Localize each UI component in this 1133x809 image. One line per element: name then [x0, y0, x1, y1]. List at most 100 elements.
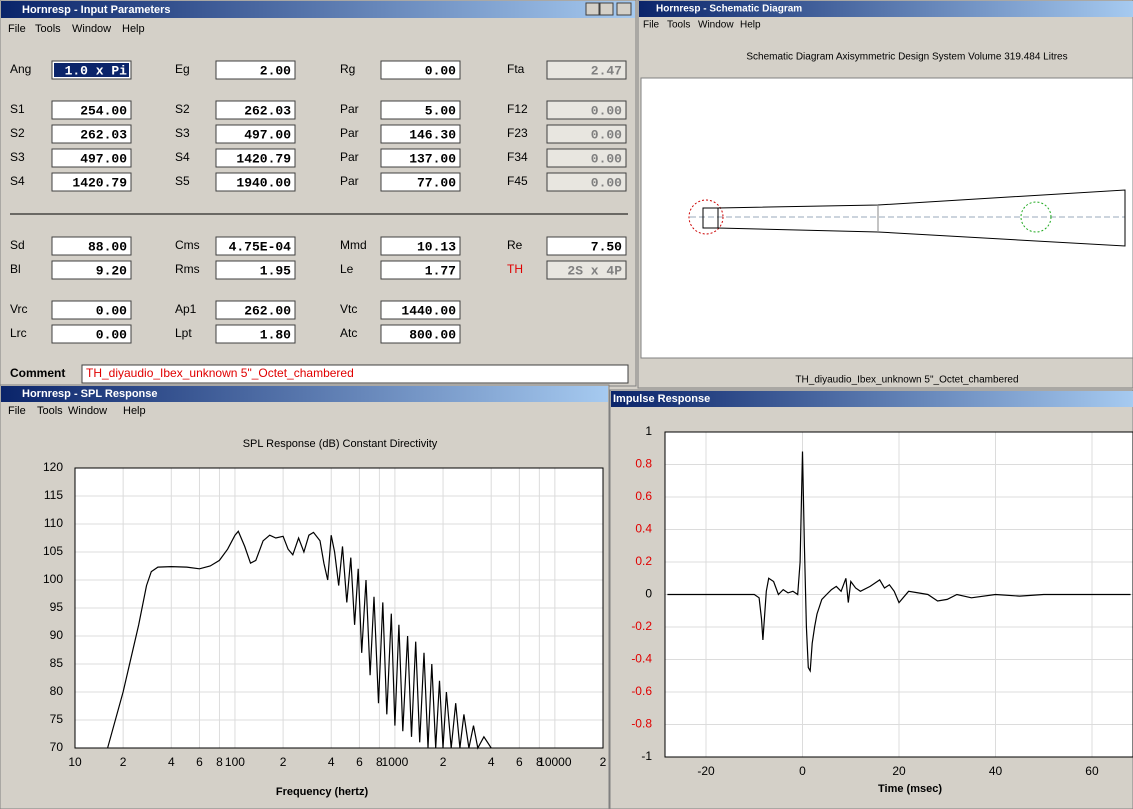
data-line [107, 530, 492, 750]
x-tick-label: 60 [1085, 764, 1099, 778]
y-tick-label: 70 [50, 740, 64, 754]
title-bar [611, 391, 1133, 407]
field-label: TH [507, 262, 523, 276]
field-value: 5.00 [425, 103, 456, 118]
window-buttons[interactable] [585, 2, 632, 16]
field-label: Par [340, 174, 359, 188]
field-value: 1.80 [260, 327, 291, 342]
menu-item[interactable]: Help [123, 405, 146, 417]
field-label: Ap1 [175, 302, 197, 316]
input-field[interactable] [51, 124, 132, 144]
input-field[interactable] [546, 148, 627, 168]
input-field[interactable] [51, 100, 132, 120]
field-label: Mmd [340, 238, 367, 252]
input-field[interactable] [215, 60, 296, 80]
input-field[interactable] [546, 60, 627, 80]
field-value: 77.00 [417, 175, 456, 190]
menu-item[interactable]: Help [740, 20, 761, 31]
menu-item[interactable]: Help [122, 23, 145, 35]
input-field[interactable] [546, 236, 627, 256]
field-value: 0.00 [96, 327, 127, 342]
field-value: 0.00 [425, 63, 456, 78]
x-axis-label: Time (msec) [878, 783, 942, 795]
input-field[interactable] [380, 60, 461, 80]
field-value: 262.03 [244, 103, 291, 118]
field-label: Lrc [10, 326, 27, 340]
input-field[interactable] [51, 324, 132, 344]
y-tick-label: 105 [43, 544, 63, 558]
input-field[interactable] [215, 148, 296, 168]
field-label: S2 [175, 102, 190, 116]
menu-item[interactable]: Tools [667, 20, 690, 31]
y-tick-label: 1 [645, 424, 652, 438]
input-field[interactable] [546, 124, 627, 144]
input-field[interactable] [215, 236, 296, 256]
input-field[interactable] [380, 236, 461, 256]
window-title: Impulse Response [613, 393, 710, 405]
menu-item[interactable]: Tools [37, 405, 63, 417]
comment-field[interactable] [81, 364, 629, 384]
y-tick-label: 75 [50, 712, 64, 726]
input-field[interactable] [51, 172, 132, 192]
input-field[interactable] [215, 124, 296, 144]
menu-item[interactable]: Window [698, 20, 734, 31]
x-tick-label: 40 [989, 764, 1003, 778]
window-title: Hornresp - SPL Response [22, 388, 158, 400]
input-field[interactable] [380, 324, 461, 344]
input-field[interactable] [215, 300, 296, 320]
field-value: 4.75E-04 [229, 239, 292, 254]
field-label: Bl [10, 262, 21, 276]
menu-item[interactable]: File [8, 23, 26, 35]
field-label: Sd [10, 238, 25, 252]
input-field[interactable] [380, 172, 461, 192]
y-tick-label: 0.6 [635, 489, 652, 503]
input-field[interactable] [546, 100, 627, 120]
menu-item[interactable]: Window [72, 23, 111, 35]
y-tick-label: 0 [645, 587, 652, 601]
menu-item[interactable]: Window [68, 405, 107, 417]
comment-value: TH_diyaudio_Ibex_unknown 5"_Octet_chambe… [86, 366, 354, 380]
menu-item[interactable]: File [8, 405, 26, 417]
input-field[interactable] [546, 172, 627, 192]
x-tick-label: 100 [225, 755, 245, 769]
input-field[interactable] [215, 172, 296, 192]
y-tick-label: -1 [641, 749, 652, 763]
input-field[interactable] [380, 260, 461, 280]
field-label: Le [340, 262, 354, 276]
input-field[interactable] [51, 260, 132, 280]
field-value: 0.00 [591, 127, 622, 142]
x-tick-label: 2 [600, 755, 607, 769]
input-field[interactable] [546, 260, 627, 280]
input-field[interactable] [51, 300, 132, 320]
field-value: 146.30 [409, 127, 456, 142]
field-label: Vtc [340, 302, 357, 316]
field-value: 1.0 x Pi [65, 63, 128, 78]
y-tick-label: -0.2 [631, 619, 652, 633]
input-field[interactable] [380, 100, 461, 120]
input-field[interactable] [380, 124, 461, 144]
input-field[interactable] [51, 236, 132, 256]
y-tick-label: -0.6 [631, 684, 652, 698]
input-field[interactable] [215, 260, 296, 280]
field-value: 0.00 [591, 103, 622, 118]
menu-item[interactable]: File [643, 20, 660, 31]
comment-label: Comment [10, 366, 65, 380]
x-tick-label: 8 [376, 755, 383, 769]
field-label: Par [340, 102, 359, 116]
input-field[interactable] [215, 100, 296, 120]
field-value: 2.47 [591, 63, 622, 78]
input-field[interactable] [215, 324, 296, 344]
y-tick-label: 100 [43, 572, 63, 586]
chart-title: SPL Response (dB) Constant Directivity [243, 438, 438, 450]
field-value: 0.00 [96, 303, 127, 318]
field-value: 1.95 [260, 263, 291, 278]
input-field[interactable] [51, 148, 132, 168]
field-label: Fta [507, 62, 525, 76]
field-label: Ang [10, 62, 31, 76]
input-field[interactable] [380, 148, 461, 168]
input-field[interactable] [380, 300, 461, 320]
x-tick-label: 6 [356, 755, 363, 769]
menu-item[interactable]: Tools [35, 23, 61, 35]
x-tick-label: 1000 [382, 755, 409, 769]
